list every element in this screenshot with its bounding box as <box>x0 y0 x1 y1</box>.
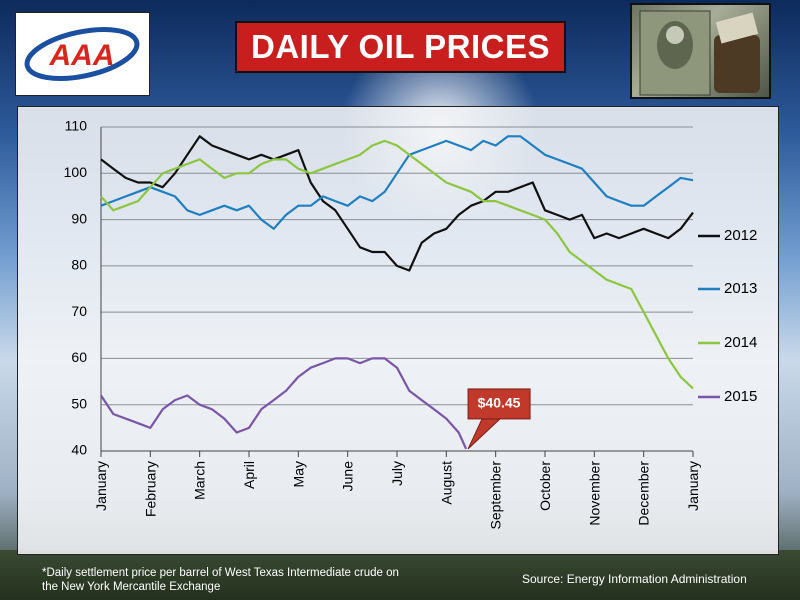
x-tick-label-september-8: September <box>488 461 504 530</box>
price-callout: $40.45 <box>467 388 531 450</box>
series-line-2015 <box>100 357 468 450</box>
y-tick-label-70: 70 <box>71 303 87 319</box>
chart-panel: 40 50 60 70 80 90 100 110 January February March A… <box>17 106 779 555</box>
x-tick-label-march-2: March <box>192 461 208 500</box>
x-tick-label-june-5: June <box>340 461 356 492</box>
footnote-line-1: *Daily settlement price per barrel of We… <box>42 567 399 579</box>
legend: 2012 2013 2014 2015 <box>698 227 757 405</box>
y-axis-ticks: 40 50 60 70 80 90 100 110 <box>64 118 88 458</box>
money-oil-photo <box>630 3 771 99</box>
legend-label-2014: 2014 <box>724 334 757 351</box>
legend-label-2015: 2015 <box>724 388 757 405</box>
x-tick-label-august-7: August <box>438 461 454 505</box>
y-tick-label-110: 110 <box>65 118 88 134</box>
x-tick-label-july-6: July <box>389 461 405 486</box>
x-tick-label-november-10: November <box>586 461 602 526</box>
x-tick-label-december-11: December <box>636 461 652 526</box>
legend-label-2012: 2012 <box>724 227 757 244</box>
footnote-line-2: the New York Mercantile Exchange <box>42 581 221 593</box>
footnote: *Daily settlement price per barrel of We… <box>42 566 462 594</box>
x-tick-label-january-0: January <box>93 461 109 511</box>
aaa-logo-graphic: AAA <box>24 27 140 81</box>
series-line-2012 <box>100 135 694 272</box>
aaa-logo: AAA <box>15 12 150 96</box>
y-tick-label-80: 80 <box>71 257 87 273</box>
page-title: DAILY OIL PRICES <box>235 21 566 73</box>
y-tick-label-100: 100 <box>64 164 88 180</box>
ground-strip <box>0 550 800 600</box>
callout-box <box>467 388 531 420</box>
series-line-2013 <box>100 135 694 230</box>
y-tick-label-40: 40 <box>71 442 87 458</box>
dollar-bill-icon <box>639 10 760 96</box>
oil-price-chart: 40 50 60 70 80 90 100 110 January February March A… <box>64 118 758 530</box>
series-lines <box>100 135 694 450</box>
logo-text: AAA <box>49 39 115 72</box>
grid-lines <box>100 126 693 452</box>
callout-label: $40.45 <box>478 395 521 411</box>
y-tick-label-50: 50 <box>71 395 87 411</box>
x-tick-label-october-9: October <box>537 461 553 511</box>
source-note: Source: Energy Information Administratio… <box>522 572 747 586</box>
x-tick-label-february-1: February <box>142 461 158 517</box>
y-tick-label-60: 60 <box>71 349 87 365</box>
x-axis-ticks: January February March April May June July Augu… <box>93 451 701 529</box>
x-tick-label-january-12: January <box>685 461 701 511</box>
x-tick-label-may-4: May <box>290 461 306 487</box>
x-tick-label-april-3: April <box>241 461 257 489</box>
callout-pointer <box>467 418 502 450</box>
series-line-2014 <box>100 139 694 390</box>
legend-label-2013: 2013 <box>724 280 757 297</box>
y-tick-label-90: 90 <box>71 210 87 226</box>
